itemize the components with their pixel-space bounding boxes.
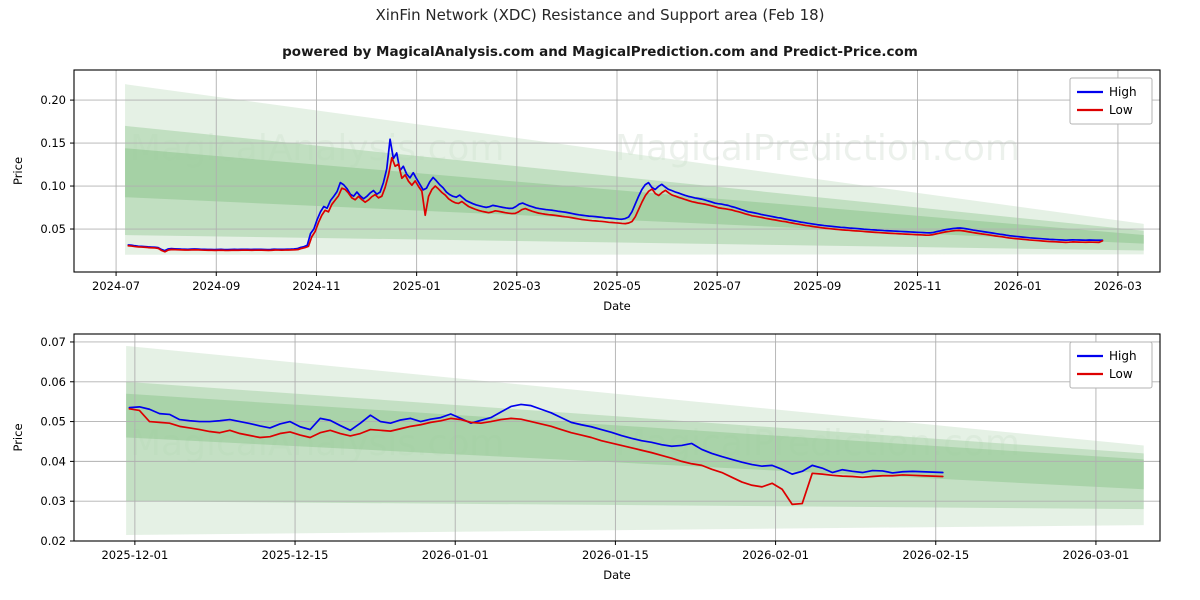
y-tick-label: 0.02: [40, 534, 66, 548]
x-axis-label: Date: [603, 299, 631, 313]
plot-frame: [73, 69, 1161, 273]
legend-label-high: High: [1109, 349, 1137, 363]
series-line-low: [127, 156, 1104, 253]
x-axis-label: Date: [603, 568, 631, 582]
y-tick-label: 0.05: [40, 222, 66, 236]
x-tick-label: 2025-12-01: [101, 548, 168, 562]
x-tick-label: 2025-11: [894, 279, 942, 293]
series-line-low: [128, 407, 944, 506]
page-title: XinFin Network (XDC) Resistance and Supp…: [375, 6, 825, 24]
chart-panel-top: MagicalAnalysis.comMagicalPrediction.com…: [11, 69, 1161, 313]
y-axis-label: Price: [11, 423, 25, 451]
legend-top[interactable]: High Low: [1069, 77, 1153, 125]
x-tick-label: 2025-05: [593, 279, 641, 293]
y-tick-label: 0.15: [40, 136, 66, 150]
y-tick-label: 0.20: [40, 93, 66, 107]
legend-label-low: Low: [1109, 103, 1133, 117]
x-tick-label: 2026-01-01: [422, 548, 489, 562]
x-tick-label: 2026-02-15: [902, 548, 969, 562]
chart-panel-bottom: MagicalAnalysis.comMagicalPrediction.com…: [11, 333, 1161, 582]
legend-box: [1069, 77, 1153, 125]
x-tick-label: 2025-03: [493, 279, 541, 293]
y-tick-label: 0.07: [40, 335, 66, 349]
plot-frame: [73, 333, 1161, 542]
x-tick-label: 2025-12-15: [262, 548, 329, 562]
x-tick-label: 2024-07: [92, 279, 140, 293]
x-tick-label: 2025-07: [693, 279, 741, 293]
legend-bottom[interactable]: High Low: [1069, 341, 1153, 389]
x-tick-label: 2026-03: [1094, 279, 1142, 293]
band-inner: [126, 393, 1144, 490]
x-tick-label: 2026-02-01: [742, 548, 809, 562]
x-tick-label: 2025-09: [793, 279, 841, 293]
y-tick-label: 0.04: [40, 454, 66, 468]
x-tick-label: 2026-01-15: [582, 548, 649, 562]
y-tick-label: 0.06: [40, 375, 66, 389]
y-tick-label: 0.10: [40, 179, 66, 193]
x-tick-label: 2026-03-01: [1063, 548, 1130, 562]
y-tick-label: 0.03: [40, 494, 66, 508]
y-tick-label: 0.05: [40, 415, 66, 429]
page-subtitle: powered by MagicalAnalysis.com and Magic…: [282, 44, 918, 60]
legend-label-high: High: [1109, 85, 1137, 99]
y-axis-label: Price: [11, 157, 25, 185]
x-tick-label: 2024-11: [292, 279, 340, 293]
band-inner: [125, 148, 1144, 244]
x-tick-label: 2026-01: [994, 279, 1042, 293]
legend-label-low: Low: [1109, 367, 1133, 381]
legend-box: [1069, 341, 1153, 389]
x-tick-label: 2025-01: [393, 279, 441, 293]
series-line-high: [128, 403, 944, 475]
x-tick-label: 2024-09: [192, 279, 240, 293]
